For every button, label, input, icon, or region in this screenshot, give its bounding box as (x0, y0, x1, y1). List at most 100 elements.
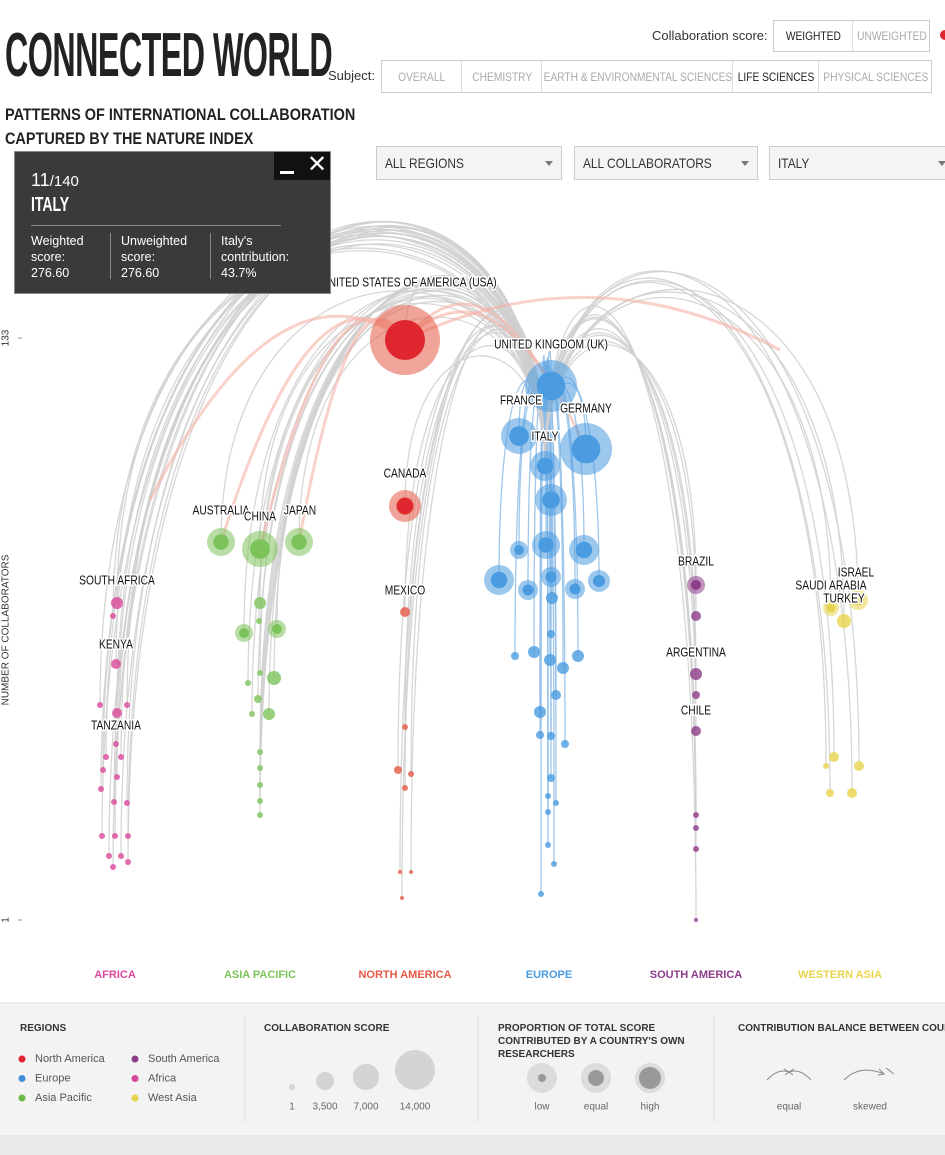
usa-arc (148, 314, 406, 501)
country-label: CANADA (384, 467, 427, 480)
country-node (545, 571, 557, 583)
minimize-button[interactable] (280, 171, 294, 174)
country-node (98, 786, 104, 792)
country-node (514, 545, 524, 555)
arcs (99, 221, 860, 921)
rank: 11/140 (31, 170, 79, 191)
score-option[interactable]: UNWEIGHTED (852, 21, 931, 51)
country-node (545, 809, 551, 815)
score-option[interactable]: WEIGHTED (774, 21, 852, 51)
balance-icons (766, 1067, 895, 1081)
region-label: ASIA PACIFIC (224, 969, 296, 981)
country-node (547, 732, 555, 740)
country-node (691, 611, 701, 621)
tooltip-rule (31, 225, 281, 226)
region-label: WESTERN ASIA (798, 969, 882, 981)
legend-swatch (131, 1055, 139, 1063)
collaboration-arc (112, 221, 546, 868)
country-node (99, 833, 105, 839)
country-node (103, 754, 109, 760)
tooltip: ✕ 11/140 ITALY Weighted score: 276.60 Unw… (14, 151, 331, 294)
subject-tab[interactable]: PHYSICAL SCIENCES (818, 61, 933, 92)
stat: Italy's contribution: 43.7% (221, 233, 305, 281)
selected-core (385, 320, 425, 360)
country-dropdown[interactable]: ITALY (769, 146, 945, 180)
country-node (110, 613, 116, 619)
country-node (114, 774, 120, 780)
country-node (291, 534, 307, 550)
country-node (118, 853, 124, 859)
country-node (124, 800, 130, 806)
legend-swatch (18, 1094, 26, 1102)
subject-tab[interactable]: CHEMISTRY (461, 61, 542, 92)
country-label: TURKEY (823, 592, 865, 605)
region-label: NORTH AMERICA (358, 969, 451, 981)
collaboration-arc (404, 332, 546, 728)
country-node (125, 859, 131, 865)
score-toggle: WEIGHTED UNWEIGHTED (773, 20, 930, 52)
country-node (400, 896, 404, 900)
skewed-arrow (843, 1069, 885, 1081)
country-node (536, 457, 554, 475)
stat-label: Unweighted score: (121, 234, 188, 264)
subject-tab-label: LIFE SCIENCES (737, 69, 815, 84)
subject-label: Subject: (328, 68, 375, 83)
stat-value: 43.7% (221, 266, 257, 280)
page-title: CONNECTED WORLD (5, 21, 333, 90)
collaborator-dropdown[interactable]: ALL COLLABORATORS (574, 146, 758, 180)
country-node (267, 671, 281, 685)
country-node (124, 702, 130, 708)
country-label: ITALY (532, 430, 559, 443)
selected-core (397, 498, 413, 514)
country-node (545, 842, 551, 848)
country-label: GERMANY (560, 402, 612, 415)
dropdown-arrow (938, 161, 945, 170)
region-dropdown[interactable]: ALL REGIONS (376, 146, 562, 180)
country-node (542, 491, 560, 509)
country-node (545, 793, 551, 799)
proportion-label: low (534, 1102, 550, 1113)
score-size (315, 1071, 335, 1091)
stat: Weighted score: 276.60 (31, 233, 105, 281)
subject-tab[interactable]: LIFE SCIENCES (732, 61, 819, 92)
country-node (111, 799, 117, 805)
country-node (693, 812, 699, 818)
dropdown-label: ALL COLLABORATORS (583, 155, 712, 171)
proportion-label: high (641, 1102, 660, 1113)
collaboration-arc (544, 281, 827, 767)
country-label: MEXICO (385, 584, 426, 597)
country-node (400, 607, 410, 617)
legend-title: PROPORTION OF TOTAL SCORE CONTRIBUTED BY… (498, 1023, 685, 1060)
country-node (213, 534, 229, 550)
proportion-inner (588, 1070, 604, 1086)
country-node (691, 726, 701, 736)
country-node (263, 708, 275, 720)
score-option-label: WEIGHTED (785, 29, 841, 43)
country-node (536, 371, 566, 401)
score-size (352, 1063, 380, 1090)
legend-swatch (18, 1055, 26, 1063)
country-node (245, 680, 251, 686)
country-label: AUSTRALIA (193, 504, 250, 517)
subject-tab[interactable]: EARTH & ENVIRONMENTAL SCIENCES (541, 61, 733, 92)
close-button[interactable]: ✕ (307, 151, 328, 178)
subject-tab-label: EARTH & ENVIRONMENTAL SCIENCES (543, 69, 732, 84)
country-node (257, 749, 263, 755)
country-node (511, 652, 519, 660)
legend-label: Africa (148, 1072, 177, 1084)
country-node (409, 870, 413, 874)
score-label: Collaboration score: (652, 28, 768, 43)
country-label: SOUTH AFRICA (79, 574, 155, 587)
country-label: ARGENTINA (666, 646, 726, 659)
country-node (402, 785, 408, 791)
subject-tab[interactable]: OVERALL (382, 61, 461, 92)
country-node (561, 740, 569, 748)
country-node (254, 597, 266, 609)
stat-divider (110, 233, 111, 279)
tooltip-country: ITALY (31, 194, 70, 216)
country-node (254, 695, 262, 703)
country-node (239, 628, 249, 638)
collaboration-arc (127, 229, 546, 837)
country-node (551, 690, 561, 700)
